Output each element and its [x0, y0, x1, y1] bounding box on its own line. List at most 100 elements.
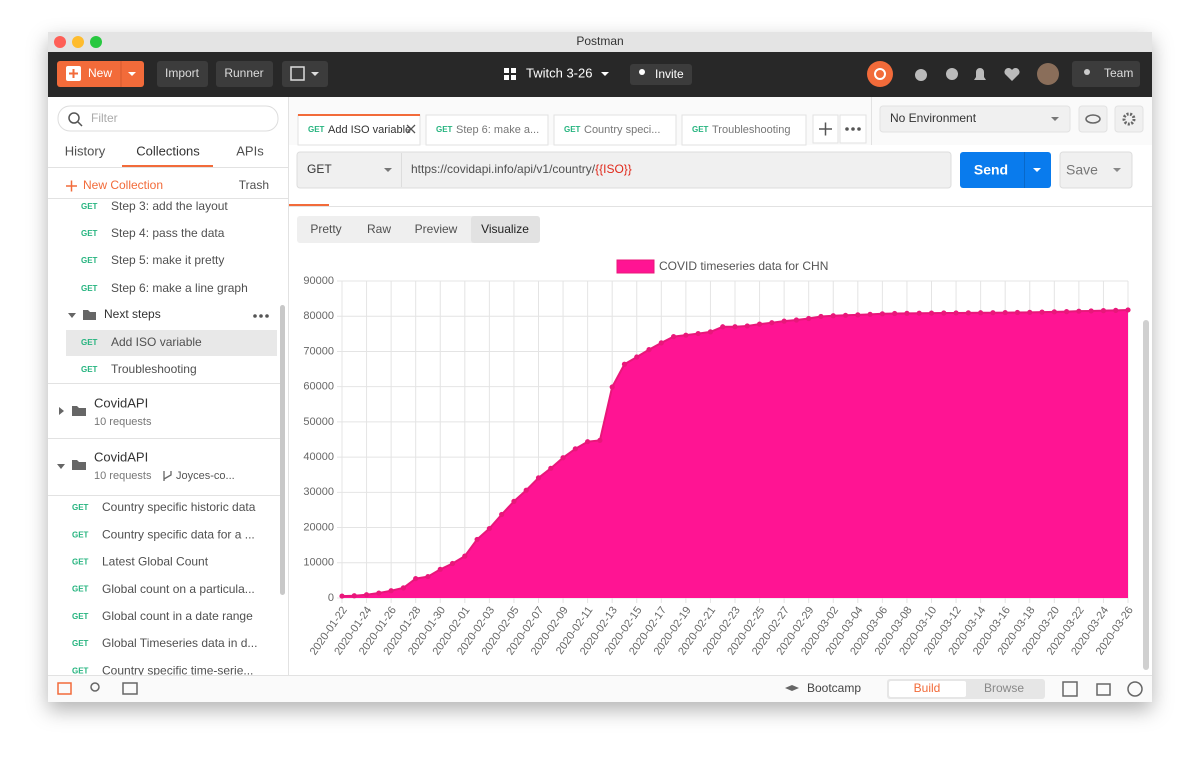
- new-collection[interactable]: New Collection: [83, 178, 163, 192]
- zoom[interactable]: [90, 36, 102, 48]
- environment-select[interactable]: [879, 105, 1071, 133]
- point: [339, 593, 345, 599]
- runner-button[interactable]: [216, 61, 273, 87]
- selected-item: [66, 330, 277, 356]
- request-item[interactable]: Country specific time-serie...: [102, 663, 253, 677]
- point: [769, 320, 775, 326]
- response-tab[interactable]: Raw: [367, 222, 391, 236]
- point: [1027, 309, 1033, 315]
- method-badge: GET: [692, 125, 709, 134]
- collection-name[interactable]: CovidAPI: [94, 395, 148, 410]
- toggle-sidebar[interactable]: [57, 682, 72, 695]
- folder-name[interactable]: Next steps: [104, 307, 161, 321]
- point: [486, 525, 492, 532]
- point: [1002, 309, 1008, 316]
- point: [830, 313, 836, 319]
- sidebar-tab[interactable]: History: [65, 143, 106, 158]
- point: [793, 317, 800, 323]
- workspace-name[interactable]: Twitch 3-26: [526, 65, 592, 80]
- sidebar-tab[interactable]: Collections: [136, 143, 200, 158]
- request-item[interactable]: Country specific historic data: [102, 500, 256, 514]
- point: [756, 321, 763, 327]
- request-item[interactable]: Country specific data for a ...: [102, 527, 255, 541]
- help-icon[interactable]: [1127, 681, 1143, 697]
- response-tab[interactable]: Preview: [415, 222, 458, 236]
- window-title: Postman: [576, 34, 623, 48]
- point: [904, 310, 910, 316]
- minimize[interactable]: [72, 36, 84, 48]
- divider: [48, 495, 280, 496]
- response-tab[interactable]: Pretty: [310, 222, 341, 236]
- build[interactable]: Build: [914, 681, 941, 695]
- point: [400, 585, 407, 591]
- point: [695, 330, 701, 337]
- point: [1063, 309, 1070, 315]
- request-tab[interactable]: [297, 114, 421, 146]
- import-button[interactable]: [157, 61, 208, 87]
- point: [646, 347, 652, 353]
- divider: [1024, 152, 1025, 188]
- cookie-icon[interactable]: [1096, 683, 1111, 696]
- request-tab[interactable]: [553, 114, 677, 146]
- y-tick-label: 70000: [303, 345, 334, 357]
- invite-button[interactable]: [630, 64, 692, 85]
- point: [511, 498, 517, 504]
- collection-name[interactable]: CovidAPI: [94, 449, 148, 464]
- save-button[interactable]: [1059, 151, 1133, 189]
- find-icon[interactable]: [90, 682, 100, 692]
- point: [462, 553, 468, 559]
- request-item[interactable]: Global count on a particula...: [102, 582, 255, 596]
- plus: [819, 122, 832, 136]
- request-item[interactable]: Add ISO variable: [111, 335, 202, 349]
- layout-icon[interactable]: [1062, 681, 1078, 697]
- point: [548, 465, 554, 471]
- method-badge: GET: [72, 585, 89, 594]
- sidebar-list: GET Step 3: add the layout GET Step 4: pass…: [48, 199, 280, 677]
- settings-button[interactable]: [1114, 105, 1144, 133]
- icon: [290, 66, 305, 81]
- avatar[interactable]: [1037, 63, 1059, 85]
- point: [560, 455, 566, 461]
- point: [916, 310, 922, 316]
- send-button[interactable]: [960, 152, 1051, 188]
- y-tick-label: 20000: [303, 521, 334, 533]
- env-quick-look[interactable]: [1078, 105, 1108, 133]
- point: [842, 312, 849, 318]
- open-new-button[interactable]: [282, 61, 328, 87]
- toolbar-icons[interactable]: [915, 67, 1020, 81]
- request-item[interactable]: Troubleshooting: [111, 362, 197, 376]
- request-item[interactable]: Latest Global Count: [102, 555, 209, 569]
- request-tab[interactable]: [425, 114, 549, 146]
- close[interactable]: [54, 36, 66, 48]
- console-icon[interactable]: [122, 682, 138, 695]
- bootcamp[interactable]: Bootcamp: [807, 681, 861, 695]
- response-tab[interactable]: Visualize: [481, 222, 529, 236]
- area: [342, 309, 1128, 598]
- request-item[interactable]: Step 6: make a line graph: [111, 281, 248, 295]
- request-item[interactable]: Step 3: add the layout: [111, 199, 228, 213]
- method[interactable]: GET: [307, 162, 332, 176]
- collection-caret: [59, 407, 64, 415]
- caret: [128, 72, 136, 76]
- point: [388, 588, 394, 594]
- point: [1076, 308, 1082, 314]
- sidebar-tab[interactable]: APIs: [236, 143, 264, 158]
- request-item[interactable]: Global count in a date range: [102, 609, 253, 623]
- request-tab[interactable]: [681, 114, 807, 146]
- browse[interactable]: Browse: [984, 681, 1024, 695]
- filter-input[interactable]: [57, 105, 279, 132]
- search-icon: [68, 112, 80, 124]
- close-tab[interactable]: [406, 124, 416, 134]
- divider: [48, 675, 1152, 676]
- url[interactable]: https://covidapi.info/api/v1/country/{{I…: [411, 162, 632, 176]
- sync-button[interactable]: [867, 61, 893, 87]
- team-label: Team: [1104, 66, 1133, 80]
- plus-icon: [66, 180, 77, 192]
- request-item[interactable]: Step 4: pass the data: [111, 226, 225, 240]
- team-button[interactable]: [1072, 61, 1140, 87]
- request-item[interactable]: Global Timeseries data in d...: [102, 636, 257, 650]
- request-item[interactable]: Step 5: make it pretty: [111, 253, 224, 267]
- trash[interactable]: Trash: [239, 178, 269, 192]
- point: [744, 323, 750, 329]
- point: [990, 310, 996, 316]
